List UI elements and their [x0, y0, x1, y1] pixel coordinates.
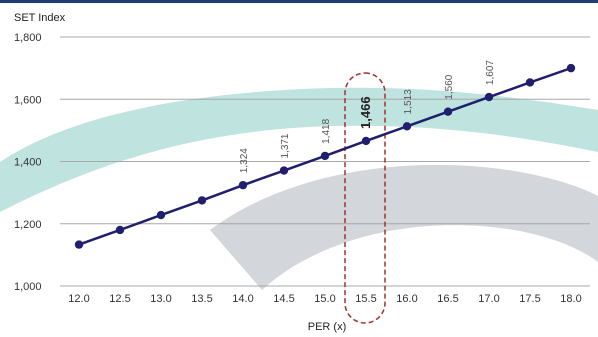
- x-tick-label: 16.0: [396, 293, 417, 305]
- data-label: 1,418: [321, 118, 332, 143]
- data-label: 1,560: [444, 74, 455, 99]
- series-markers: [74, 63, 576, 249]
- x-tick-label: 15.0: [314, 293, 335, 305]
- data-point: [443, 107, 453, 116]
- highlighted-data-label: 1,466: [358, 96, 373, 129]
- data-point: [279, 166, 289, 175]
- data-point: [361, 136, 371, 146]
- background-watermark: [0, 87, 598, 290]
- x-tick-label: 16.5: [437, 293, 458, 305]
- y-tick-label: 1,800: [14, 32, 42, 44]
- data-labels: 1,324 1,371 1,418 1,466 1,513 1,560 1,607: [239, 60, 496, 174]
- x-tick-label: 17.5: [519, 293, 540, 305]
- y-tick-label: 1,000: [14, 281, 42, 293]
- x-tick-label: 13.5: [191, 293, 212, 305]
- data-point: [238, 180, 248, 190]
- y-tick-label: 1,400: [14, 157, 42, 169]
- x-tick-label: 12.5: [109, 293, 130, 305]
- x-tick-label: 12.0: [68, 293, 89, 305]
- y-axis-ticks: 1,000 1,200 1,400 1,600 1,800: [14, 32, 42, 293]
- gridlines: [60, 36, 590, 287]
- data-label: 1,513: [403, 89, 414, 114]
- top-accent-bar: [0, 0, 598, 3]
- x-tick-label: 15.5: [355, 293, 376, 305]
- watermark-teal-swoosh: [0, 87, 598, 212]
- data-point: [402, 122, 412, 131]
- x-axis-ticks: 12.0 12.5 13.0 13.5 14.0 14.5 15.0 15.5 16.0 16.5…: [68, 293, 581, 305]
- data-point: [197, 196, 207, 205]
- data-point: [115, 225, 125, 235]
- x-tick-label: 13.0: [150, 293, 171, 305]
- watermark-gray-swoosh: [210, 164, 598, 290]
- x-tick-label: 14.5: [273, 293, 294, 305]
- data-point: [156, 210, 166, 220]
- data-label: 1,607: [485, 60, 496, 85]
- data-point: [566, 63, 576, 73]
- data-point: [484, 92, 494, 102]
- data-label: 1,324: [239, 148, 250, 173]
- y-tick-label: 1,200: [14, 219, 42, 231]
- y-tick-label: 1,600: [14, 94, 42, 106]
- highlight-box: [344, 72, 386, 324]
- x-tick-label: 18.0: [560, 293, 581, 305]
- x-axis-title: PER (x): [308, 321, 347, 333]
- data-point: [320, 151, 330, 161]
- data-label: 1,371: [280, 133, 291, 158]
- data-point: [525, 78, 535, 87]
- x-tick-label: 14.0: [232, 293, 253, 305]
- y-axis-title: SET Index: [14, 12, 66, 24]
- data-point: [74, 240, 84, 249]
- x-tick-label: 17.0: [478, 293, 499, 305]
